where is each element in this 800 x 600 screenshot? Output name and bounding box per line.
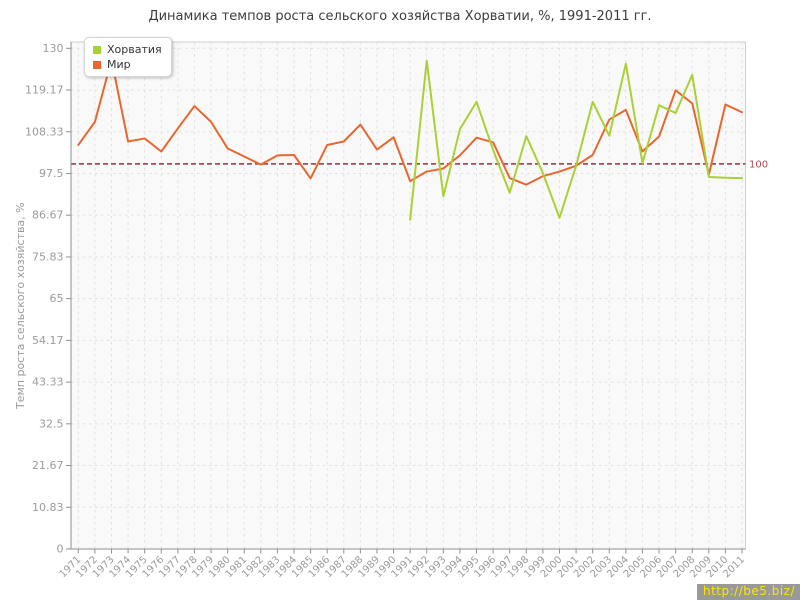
y-axis-tick-label: 65	[50, 292, 64, 305]
grid-lines	[71, 42, 746, 549]
y-axis-tick-label: 43.33	[32, 376, 64, 389]
croatia-series-swatch	[93, 45, 101, 54]
series-line-world	[77, 58, 743, 186]
legend-item-croatia[interactable]: Хорватия	[93, 42, 162, 57]
legend-label-croatia: Хорватия	[107, 43, 162, 56]
y-axis-tick-label: 108.33	[25, 125, 64, 138]
legend-label-world: Мир	[107, 58, 131, 71]
watermark-link[interactable]: http://be5.biz/	[696, 584, 800, 600]
y-axis-tick-label: 21.67	[32, 459, 64, 472]
y-axis-tick-label: 10.83	[32, 501, 64, 514]
y-axis-tick-label: 97.5	[39, 167, 64, 180]
y-axis-tick-label: 86.67	[32, 209, 64, 222]
tick-marks	[66, 47, 743, 554]
y-axis-tick-label: 75.83	[32, 250, 64, 263]
guide-line-label: 100	[749, 159, 768, 170]
series-line-croatia	[409, 59, 743, 221]
plot-area	[70, 41, 746, 550]
chart-title: Динамика темпов роста сельского хозяйств…	[148, 9, 652, 24]
y-axis-tick-label: 130	[43, 42, 64, 55]
y-axis-tick-label: 0	[57, 543, 64, 556]
legend: Хорватия Мир	[84, 37, 172, 77]
world-series-swatch	[93, 60, 101, 69]
y-axis-tick-label: 119.17	[25, 84, 64, 97]
y-axis-tick-label: 54.17	[32, 334, 64, 347]
y-axis-tick-label: 32.5	[39, 417, 64, 430]
axes	[70, 42, 746, 550]
legend-item-world[interactable]: Мир	[93, 57, 162, 72]
